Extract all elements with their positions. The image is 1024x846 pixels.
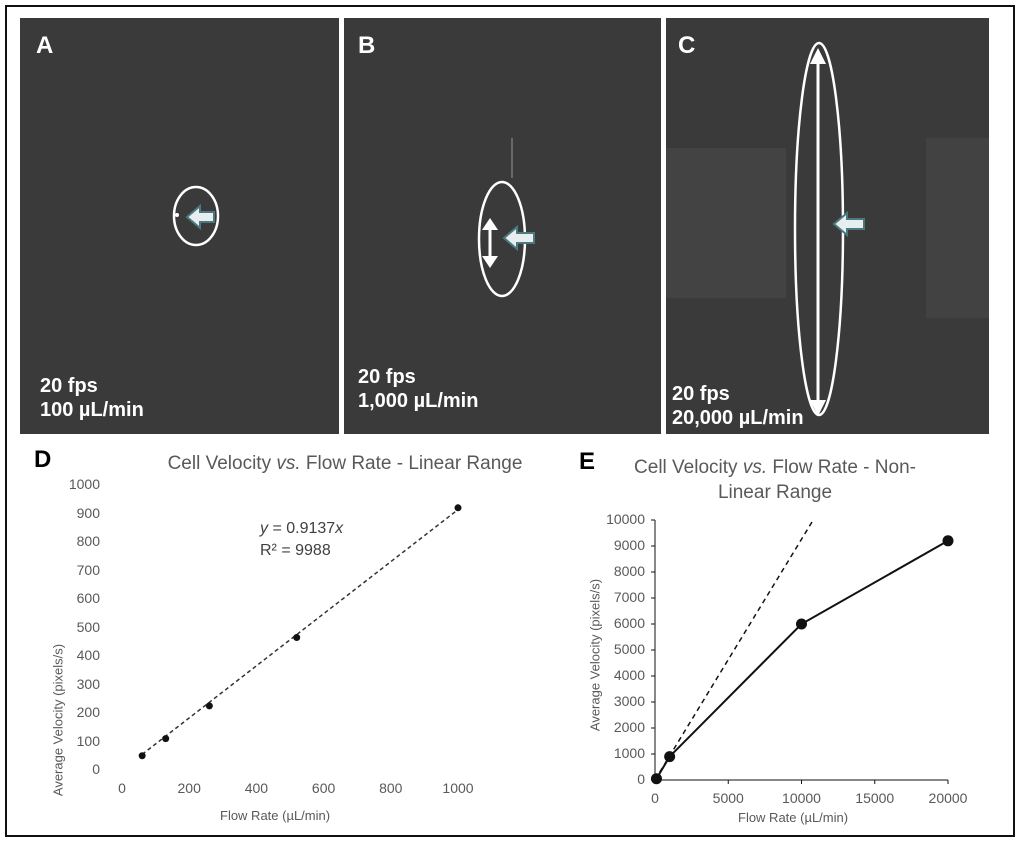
y-tick-label: 5000	[613, 641, 645, 657]
y-tick-label: 8000	[613, 563, 645, 579]
arrow-up-icon	[810, 48, 826, 64]
y-tick-label: 400	[76, 647, 100, 663]
trendline	[141, 509, 459, 755]
equation-x: x	[335, 520, 344, 537]
micrograph-panel-b: B 20 fps 1,000 µL/min	[344, 18, 661, 434]
y-tick-label: 1000	[613, 745, 645, 761]
title-text: Cell Velocity	[167, 453, 277, 474]
equation-y: y	[260, 520, 268, 537]
y-tick-label: 200	[76, 704, 100, 720]
panel-a-caption: 20 fps 100 µL/min	[40, 374, 144, 422]
data-point	[796, 618, 807, 630]
r-squared-text: R² = 9988	[260, 542, 331, 559]
data-point	[162, 735, 170, 743]
x-tick-label: 200	[177, 780, 201, 796]
y-tick-label: 300	[76, 675, 100, 692]
title-text: Flow Rate - Linear Range	[300, 453, 523, 474]
chart-label-d: D	[34, 446, 52, 473]
reference-line	[654, 519, 814, 781]
panel-b-caption: 20 fps 1,000 µL/min	[358, 365, 478, 413]
data-point	[205, 702, 213, 710]
title-line-2: Linear Range	[717, 482, 833, 503]
data-point	[650, 773, 662, 785]
data-point	[454, 504, 462, 512]
arrow-up-icon	[482, 218, 498, 230]
chart-d-xlabel: Flow Rate (µL/min)	[220, 808, 331, 823]
panel-c-caption: 20 fps 20,000 µL/min	[672, 382, 804, 430]
flow-rate-text: 100 µL/min	[40, 399, 144, 421]
bright-region	[926, 138, 989, 318]
chart-label-e: E	[579, 448, 596, 475]
y-tick-label: 800	[76, 533, 100, 549]
y-tick-label: 500	[76, 618, 100, 635]
arrow-down-icon	[810, 400, 826, 416]
fps-text: 20 fps	[40, 375, 98, 397]
data-point	[293, 633, 301, 641]
data-point	[138, 752, 146, 760]
micrograph-panel-c: C 20 fps 20,000 µL/min	[666, 18, 989, 434]
chart-d-title: Cell Velocity vs. Flow Rate - Linear Ran…	[120, 453, 570, 475]
x-tick-label: 1000	[442, 780, 474, 796]
fps-text: 20 fps	[358, 366, 416, 388]
y-tick-label: 700	[76, 561, 100, 578]
figure-frame	[5, 5, 1015, 837]
flow-rate-text: 20,000 µL/min	[672, 407, 804, 429]
micrograph-panel-a: A 20 fps 100 µL/min	[20, 18, 339, 434]
panel-label-b: B	[358, 32, 376, 59]
x-tick-label: 5000	[712, 790, 744, 806]
x-tick-label: 10000	[782, 790, 821, 806]
y-tick-label: 9000	[613, 537, 645, 553]
arrow-pointer-icon	[832, 210, 865, 238]
chart-e-title: Cell Velocity vs. Flow Rate - Non- Linea…	[600, 455, 950, 505]
y-tick-label: 7000	[613, 589, 645, 605]
y-tick-label: 1000	[68, 476, 100, 492]
fps-text: 20 fps	[672, 383, 730, 405]
x-tick-label: 400	[244, 780, 269, 796]
series-line	[655, 539, 949, 780]
arrow-pointer-icon	[502, 224, 535, 252]
panel-label-c: C	[678, 32, 696, 59]
y-tick-label: 10000	[606, 511, 645, 527]
title-text: Cell Velocity	[634, 457, 743, 478]
x-tick-label: 20000	[928, 790, 968, 806]
y-tick-label: 0	[92, 761, 100, 777]
y-tick-label: 900	[76, 504, 100, 521]
annotation-layer-b	[477, 138, 535, 298]
title-vs: vs.	[742, 457, 768, 478]
title-line-1: Cell Velocity vs. Flow Rate - Non-	[600, 455, 950, 480]
x-tick-label: 0	[651, 790, 659, 806]
y-tick-label: 6000	[613, 615, 645, 631]
x-tick-label: 15000	[855, 790, 895, 806]
chart-e-xlabel: Flow Rate (µL/min)	[738, 810, 849, 825]
annotation-layer-a	[172, 185, 220, 247]
y-tick-label: 0	[637, 771, 645, 787]
annotation-layer-c	[666, 41, 989, 417]
arrow-pointer-icon	[185, 203, 215, 231]
x-tick-label: 600	[311, 780, 336, 796]
y-tick-label: 4000	[613, 667, 645, 683]
y-tick-label: 2000	[613, 719, 645, 735]
trendline-equation: y = 0.9137x	[260, 520, 343, 538]
x-tick-label: 0	[118, 780, 126, 796]
y-tick-label: 3000	[613, 693, 645, 709]
panel-label-a: A	[36, 32, 54, 59]
title-vs: vs.	[276, 453, 301, 474]
cell-dot	[175, 213, 179, 217]
arrow-down-icon	[482, 256, 498, 268]
y-tick-label: 100	[76, 732, 100, 749]
bright-region	[666, 148, 786, 298]
y-tick-label: 600	[76, 590, 100, 606]
cell-highlight-circle	[172, 185, 220, 247]
flow-rate-text: 1,000 µL/min	[358, 390, 479, 412]
data-point	[664, 751, 676, 763]
title-text: Flow Rate - Non-	[767, 457, 916, 478]
x-tick-label: 800	[379, 780, 403, 796]
data-point	[942, 535, 954, 547]
equation-body: = 0.9137	[268, 520, 336, 537]
